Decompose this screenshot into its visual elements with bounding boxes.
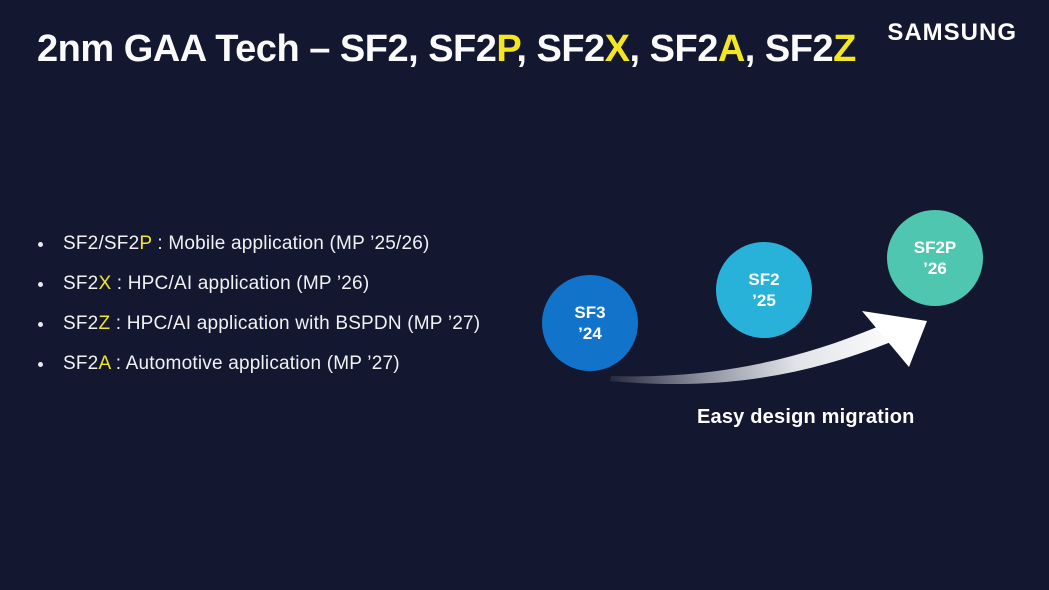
arrow-caption: Easy design migration	[697, 406, 915, 428]
bullet-dot-icon	[38, 321, 43, 327]
node-label: SF3	[574, 303, 606, 322]
node-sf2p: SF2P ’26	[887, 210, 983, 306]
bullet-text: SF2X : HPC/AI application (MP ’26)	[63, 273, 370, 294]
node-year: ’25	[752, 291, 776, 310]
list-item: SF2A : Automotive application (MP ’27)	[38, 353, 480, 375]
samsung-logo: SAMSUNG	[887, 18, 1017, 47]
page-title: 2nm GAA Tech – SF2, SF2P, SF2X, SF2A, SF…	[37, 28, 856, 70]
node-year: ’26	[923, 259, 947, 278]
node-label: SF2P	[913, 238, 957, 257]
bullet-dot-icon	[38, 281, 43, 287]
node-sf3: SF3 ’24	[542, 275, 638, 371]
bullet-dot-icon	[38, 241, 43, 247]
node-sf2: SF2 ’25	[716, 242, 812, 338]
list-item: SF2Z : HPC/AI application with BSPDN (MP…	[38, 313, 480, 335]
bullet-text: SF2A : Automotive application (MP ’27)	[63, 353, 400, 374]
bullet-text: SF2/SF2P : Mobile application (MP ’25/26…	[63, 233, 430, 254]
bullet-list: SF2/SF2P : Mobile application (MP ’25/26…	[38, 233, 480, 393]
list-item: SF2X : HPC/AI application (MP ’26)	[38, 273, 480, 295]
list-item: SF2/SF2P : Mobile application (MP ’25/26…	[38, 233, 480, 255]
bullet-text: SF2Z : HPC/AI application with BSPDN (MP…	[63, 313, 481, 334]
node-year: ’24	[578, 324, 602, 343]
node-label: SF2	[748, 270, 780, 289]
bullet-dot-icon	[38, 361, 43, 367]
